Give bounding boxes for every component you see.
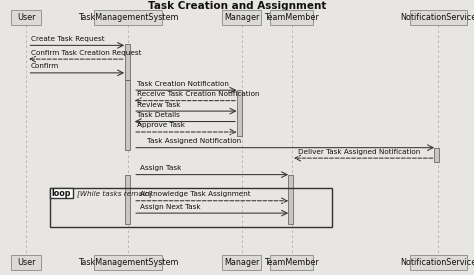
Text: Receive Task Creation Notification: Receive Task Creation Notification [137, 91, 260, 97]
Text: Acknowledge Task Assignment: Acknowledge Task Assignment [140, 191, 250, 197]
Text: NotificationService: NotificationService [401, 13, 474, 22]
Text: Confirm: Confirm [31, 63, 59, 69]
Text: Task Creation Notification: Task Creation Notification [137, 81, 229, 87]
Bar [125, 175, 130, 224]
Text: TeamMember: TeamMember [264, 258, 319, 267]
Bar [222, 10, 261, 25]
Text: User: User [17, 13, 36, 22]
Text: Task Creation and Assignment: Task Creation and Assignment [148, 1, 326, 11]
Bar [222, 255, 261, 270]
Bar [270, 255, 313, 270]
Bar [410, 255, 467, 270]
Bar [288, 175, 293, 224]
Text: Task Assigned Notification: Task Assigned Notification [147, 138, 241, 144]
Text: Approve Task: Approve Task [137, 122, 185, 128]
Text: Assign Next Task: Assign Next Task [140, 204, 201, 210]
Bar [50, 188, 332, 227]
Text: TeamMember: TeamMember [264, 13, 319, 22]
Text: [While tasks remain]: [While tasks remain] [77, 190, 153, 197]
Bar [237, 90, 242, 136]
Bar [270, 10, 313, 25]
Text: Create Task Request: Create Task Request [31, 36, 105, 42]
Text: Task Details: Task Details [137, 112, 180, 118]
Bar [125, 80, 130, 150]
Bar [410, 10, 467, 25]
Text: loop: loop [52, 189, 72, 198]
Bar [11, 10, 41, 25]
Text: NotificationService: NotificationService [401, 258, 474, 267]
Text: Manager: Manager [224, 258, 259, 267]
Bar [94, 255, 162, 270]
Bar [94, 10, 162, 25]
Bar [125, 44, 130, 80]
Text: Deliver Task Assigned Notification: Deliver Task Assigned Notification [298, 148, 420, 155]
Bar [11, 255, 41, 270]
Text: Assign Task: Assign Task [140, 165, 181, 171]
Text: Manager: Manager [224, 13, 259, 22]
Bar [434, 148, 439, 162]
Text: User: User [17, 258, 36, 267]
Text: TaskManagementSystem: TaskManagementSystem [78, 13, 178, 22]
Text: Confirm Task Creation Request: Confirm Task Creation Request [31, 50, 142, 56]
Text: TaskManagementSystem: TaskManagementSystem [78, 258, 178, 267]
Bar [50, 188, 73, 198]
Text: Review Task: Review Task [137, 101, 181, 108]
